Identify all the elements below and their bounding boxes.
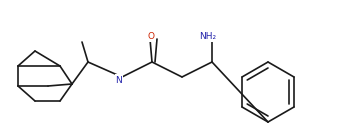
Text: NH₂: NH₂ — [199, 32, 217, 41]
Text: N: N — [116, 76, 122, 85]
Text: O: O — [147, 32, 154, 41]
Text: H: H — [116, 75, 122, 84]
